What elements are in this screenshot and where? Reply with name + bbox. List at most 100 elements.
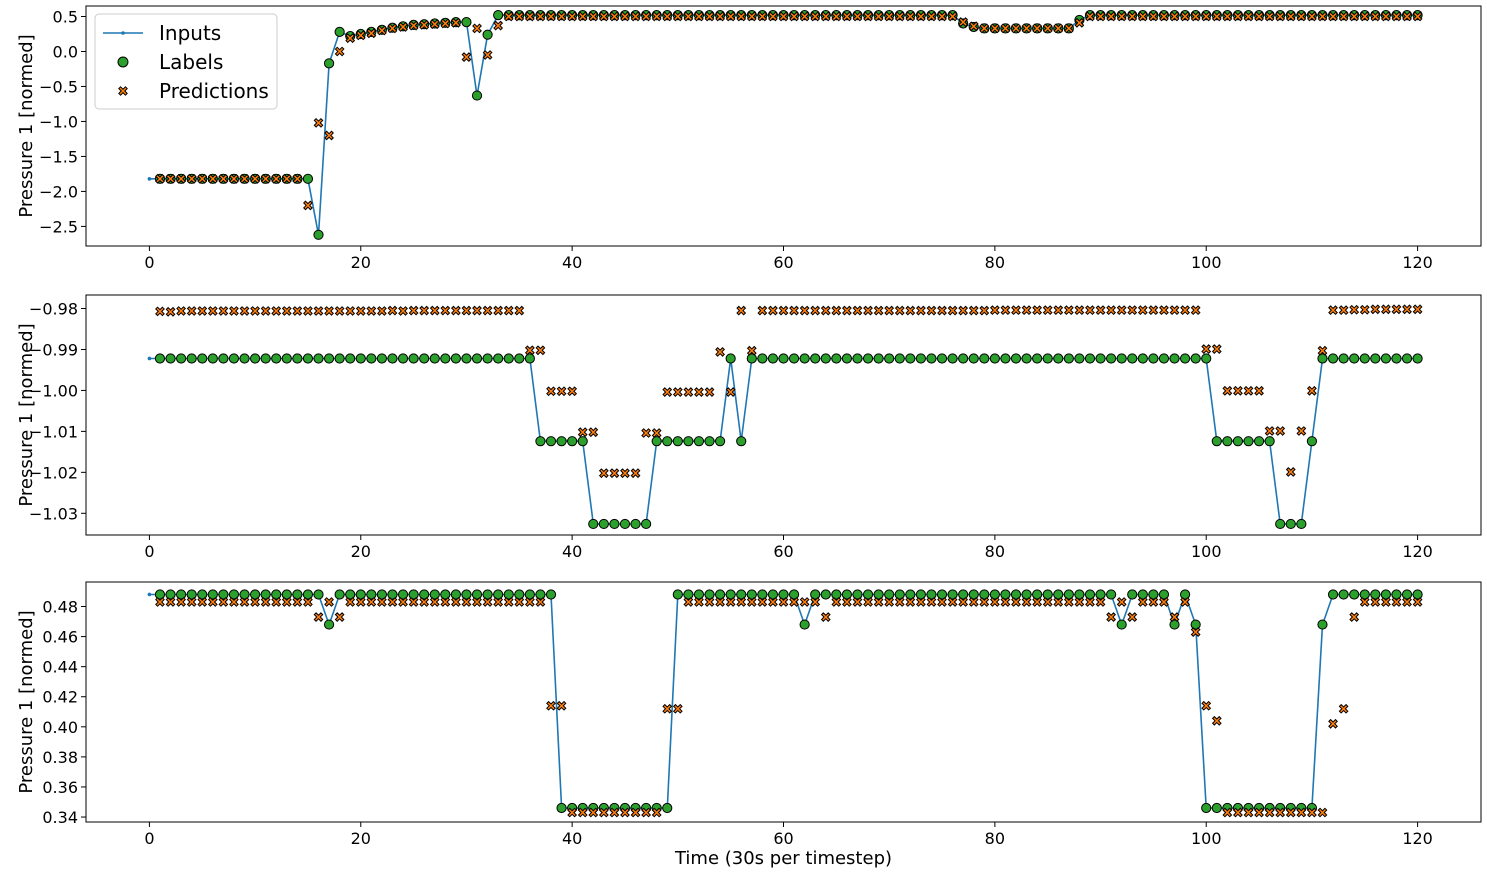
prediction-point [620,468,630,479]
label-point [757,589,768,600]
label-point [302,589,314,600]
label-point [1053,589,1064,600]
prediction-point [303,200,313,211]
label-point [323,58,335,69]
prediction-point [419,597,430,607]
label-point [334,26,345,37]
label-point [1253,436,1265,447]
x-tick-label: 20 [351,253,371,272]
prediction-point [186,597,197,607]
prediction-point [725,387,736,397]
prediction-point [609,11,620,22]
label-point [1169,353,1180,364]
prediction-point [1359,304,1370,315]
prediction-point [1042,597,1053,607]
label-point [545,436,557,447]
prediction-point [598,11,609,22]
prediction-point [672,11,683,22]
label-point [662,436,673,447]
prediction-point [1116,305,1127,316]
label-point [292,353,303,364]
prediction-point [905,597,916,607]
label-point [714,589,726,600]
legend: Inputs Labels Predictions [94,13,278,110]
prediction-point [1137,597,1148,607]
label-point [366,589,377,600]
label-point [1063,589,1074,600]
label-point [1000,589,1011,600]
prediction-point [620,807,630,818]
prediction-point [218,306,229,316]
prediction-point [725,11,736,22]
prediction-point [197,173,208,184]
label-point [799,619,810,630]
prediction-point [1032,305,1043,316]
prediction-point [1190,305,1201,316]
prediction-point [1233,807,1243,818]
prediction-point [239,306,250,316]
prediction-point [271,173,282,184]
label-point [598,518,609,530]
prediction-point [989,597,1000,607]
label-point [535,589,546,600]
label-point [408,353,419,364]
x-tick-label: 120 [1402,542,1433,561]
inputs-point [147,356,152,361]
prediction-point [915,11,926,22]
y-tick-label: 0.5 [53,7,78,26]
legend-label-inputs: Inputs [159,21,221,45]
prediction-point [873,597,884,607]
label-point [641,518,652,530]
label-point [1190,353,1201,364]
label-point [461,353,472,364]
prediction-point [1042,23,1053,34]
prediction-point [768,597,778,607]
prediction-point [1402,304,1412,315]
label-point [1264,436,1275,447]
label-point [482,353,493,364]
prediction-point [810,305,821,316]
prediction-point [1000,597,1011,607]
prediction-point [778,597,789,607]
prediction-point [472,305,482,316]
prediction-point [958,305,969,316]
legend-inputs-marker [121,31,125,35]
prediction-point [1307,385,1317,396]
prediction-point [461,305,472,316]
label-point [1232,436,1244,447]
label-point [345,589,356,600]
label-point [958,589,969,600]
prediction-point [1380,11,1391,22]
prediction-point [1328,305,1338,316]
prediction-point [292,597,303,607]
prediction-point [662,703,673,714]
label-point [810,353,821,364]
label-point [493,589,504,600]
label-point [1190,619,1201,630]
prediction-point [366,597,377,607]
label-point [461,16,472,28]
prediction-point [1359,11,1370,22]
label-point [471,589,483,600]
label-point [820,589,831,600]
prediction-point [239,173,250,184]
prediction-point [207,173,218,184]
prediction-point [1053,597,1064,607]
prediction-point [704,597,715,607]
label-point [852,589,863,600]
prediction-point [250,597,260,607]
prediction-point [630,468,641,479]
prediction-point [546,11,556,22]
prediction-point [1053,305,1064,316]
y-tick-label: 0.36 [42,778,78,797]
prediction-point [197,306,208,316]
label-point [1021,353,1032,364]
prediction-point [1190,11,1201,22]
prediction-point [186,173,197,184]
label-point [778,589,789,600]
prediction-point [524,597,535,607]
prediction-point [1169,11,1180,22]
label-point [1074,589,1085,600]
label-point [683,589,694,600]
label-point [989,353,1000,364]
